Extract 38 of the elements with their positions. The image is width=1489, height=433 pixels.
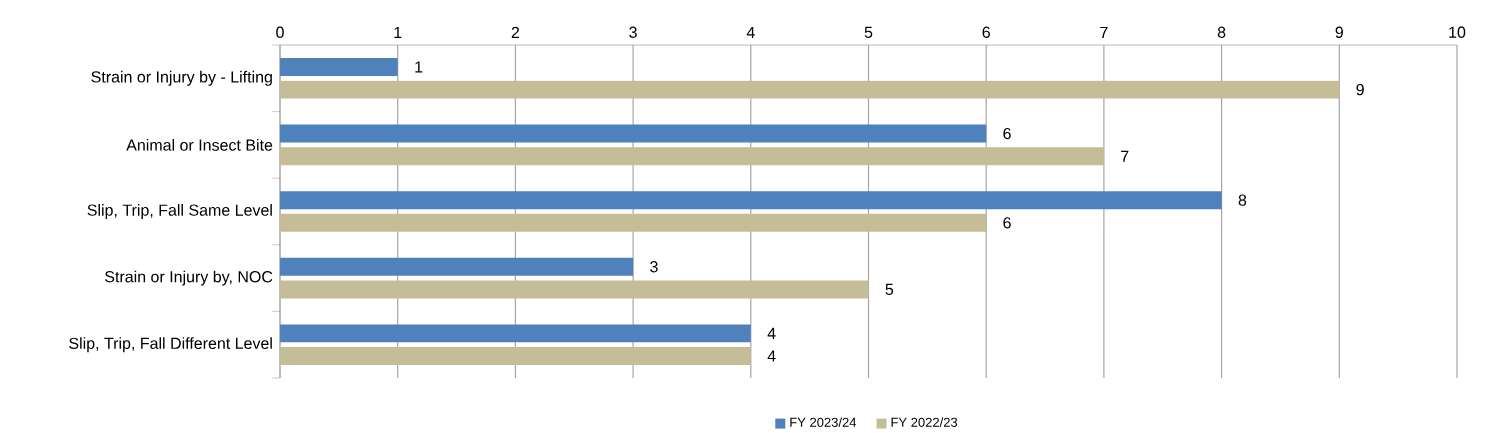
bar bbox=[280, 257, 634, 276]
x-tick-label: 5 bbox=[864, 26, 873, 38]
data-label: 3 bbox=[650, 261, 658, 273]
y-tick-label: Slip, Trip, Fall Different Level bbox=[69, 337, 272, 353]
x-tick-label: 7 bbox=[1100, 26, 1108, 38]
bar bbox=[280, 124, 987, 143]
data-label: 4 bbox=[767, 350, 776, 362]
x-tick-label: 4 bbox=[746, 26, 755, 38]
bar bbox=[280, 213, 987, 232]
legend-label: FY 2022/23 bbox=[891, 417, 958, 427]
x-tick-label: 10 bbox=[1449, 26, 1466, 38]
x-tick-label: 6 bbox=[982, 26, 990, 38]
data-label: 4 bbox=[767, 327, 776, 339]
x-tick-label: 2 bbox=[511, 26, 520, 38]
y-tick-label: Strain or Injury by - Lifting bbox=[91, 70, 272, 86]
data-label: 6 bbox=[1003, 127, 1011, 140]
x-tick-label: 3 bbox=[629, 26, 637, 38]
data-label: 6 bbox=[1003, 217, 1011, 229]
x-tick-label: 1 bbox=[394, 26, 402, 38]
x-tick-label: 9 bbox=[1335, 26, 1343, 38]
x-tick-label: 8 bbox=[1217, 26, 1226, 38]
y-tick-label: Animal or Insect Bite bbox=[126, 139, 273, 151]
data-label: 1 bbox=[415, 61, 423, 73]
x-tick-label: 0 bbox=[276, 26, 284, 38]
y-tick-label: Strain or Injury by, NOC bbox=[105, 270, 273, 286]
bar bbox=[280, 58, 398, 76]
bar bbox=[280, 280, 869, 299]
y-tick-label: Slip, Trip, Fall Same Level bbox=[87, 204, 272, 219]
bar bbox=[280, 191, 1222, 210]
data-label: 7 bbox=[1121, 150, 1129, 162]
legend-label: FY 2023/24 bbox=[790, 417, 857, 427]
bar bbox=[280, 324, 751, 343]
bar bbox=[280, 347, 751, 365]
data-label: 5 bbox=[885, 283, 894, 295]
data-label: 8 bbox=[1238, 194, 1247, 206]
bar bbox=[280, 147, 1104, 166]
data-label: 9 bbox=[1356, 83, 1364, 96]
bar bbox=[280, 80, 1340, 99]
